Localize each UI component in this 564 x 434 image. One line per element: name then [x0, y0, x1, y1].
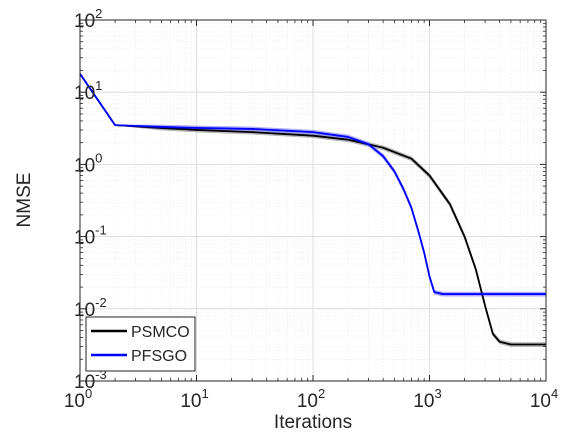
y-tick-exponent: -2	[95, 295, 107, 310]
x-tick-exponent: 0	[85, 386, 92, 401]
series-run-psmco	[79, 73, 546, 347]
x-tick-exponent: 3	[434, 386, 441, 401]
y-tick-exponent: 1	[95, 78, 102, 93]
x-axis-label: Iterations	[274, 412, 352, 433]
legend-label-psmco: PSMCO	[131, 324, 190, 341]
x-tick-exponent: 1	[201, 386, 208, 401]
y-tick-exponent: 2	[95, 6, 102, 21]
series-line-pfsgo	[79, 73, 546, 295]
x-tick-label: 104	[530, 386, 558, 412]
axis-ticks	[79, 19, 547, 382]
legend-label-pfsgo: PFSGO	[131, 348, 187, 365]
series-lines	[79, 73, 546, 346]
y-tick-exponent: -3	[95, 367, 107, 382]
y-tick-label: 10-1	[74, 223, 107, 249]
y-axis-label: NMSE	[14, 173, 35, 228]
y-tick-exponent: 0	[95, 150, 102, 165]
legend-box	[85, 316, 196, 372]
y-tick-exponent: -1	[95, 223, 107, 238]
x-tick-exponent: 2	[318, 386, 325, 401]
legend: PSMCO PFSGO	[85, 316, 196, 372]
x-tick-exponent: 4	[551, 386, 558, 401]
series-line-psmco	[79, 73, 546, 346]
